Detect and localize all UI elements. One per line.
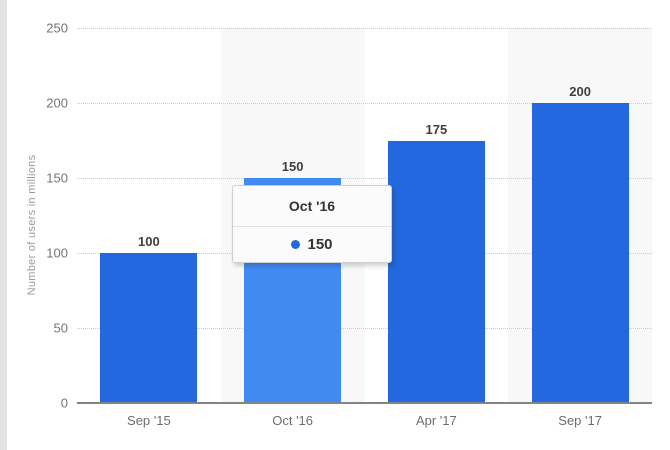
y-tick-label: 100 bbox=[46, 245, 68, 261]
x-axis-label: Sep '17 bbox=[558, 413, 602, 428]
y-tick-label: 250 bbox=[46, 20, 68, 36]
x-axis-label: Sep '15 bbox=[127, 413, 171, 428]
y-axis-title: Number of users in millions bbox=[26, 154, 38, 296]
bar-value-label: 175 bbox=[425, 121, 448, 137]
y-tick-label: 150 bbox=[46, 170, 68, 186]
y-tick-label: 200 bbox=[46, 95, 68, 111]
gridline bbox=[77, 328, 652, 329]
y-tick-label: 0 bbox=[60, 395, 68, 411]
gridline bbox=[77, 28, 652, 29]
bar-Apr '17[interactable] bbox=[387, 140, 485, 402]
bar-value-label: 200 bbox=[569, 84, 591, 99]
bar-value-label: 100 bbox=[138, 234, 160, 249]
tooltip-value-row: 150 bbox=[233, 227, 391, 262]
x-axis-label: Apr '17 bbox=[415, 413, 457, 428]
bar-Sep '17[interactable] bbox=[531, 103, 629, 402]
bar-Sep '15[interactable] bbox=[100, 253, 198, 402]
series-marker-dot-icon bbox=[291, 240, 301, 249]
tooltip-value: 150 bbox=[307, 236, 333, 253]
x-axis-label: Oct '16 bbox=[272, 413, 314, 428]
gridline bbox=[77, 178, 652, 179]
page-left-edge bbox=[0, 0, 7, 450]
x-axis-line bbox=[77, 402, 652, 404]
tooltip: Oct '16 150 bbox=[232, 185, 392, 263]
bar-value-label: 150 bbox=[281, 159, 304, 174]
gridline bbox=[77, 103, 652, 104]
y-tick-label: 50 bbox=[53, 320, 68, 336]
tooltip-title: Oct '16 bbox=[233, 186, 391, 227]
